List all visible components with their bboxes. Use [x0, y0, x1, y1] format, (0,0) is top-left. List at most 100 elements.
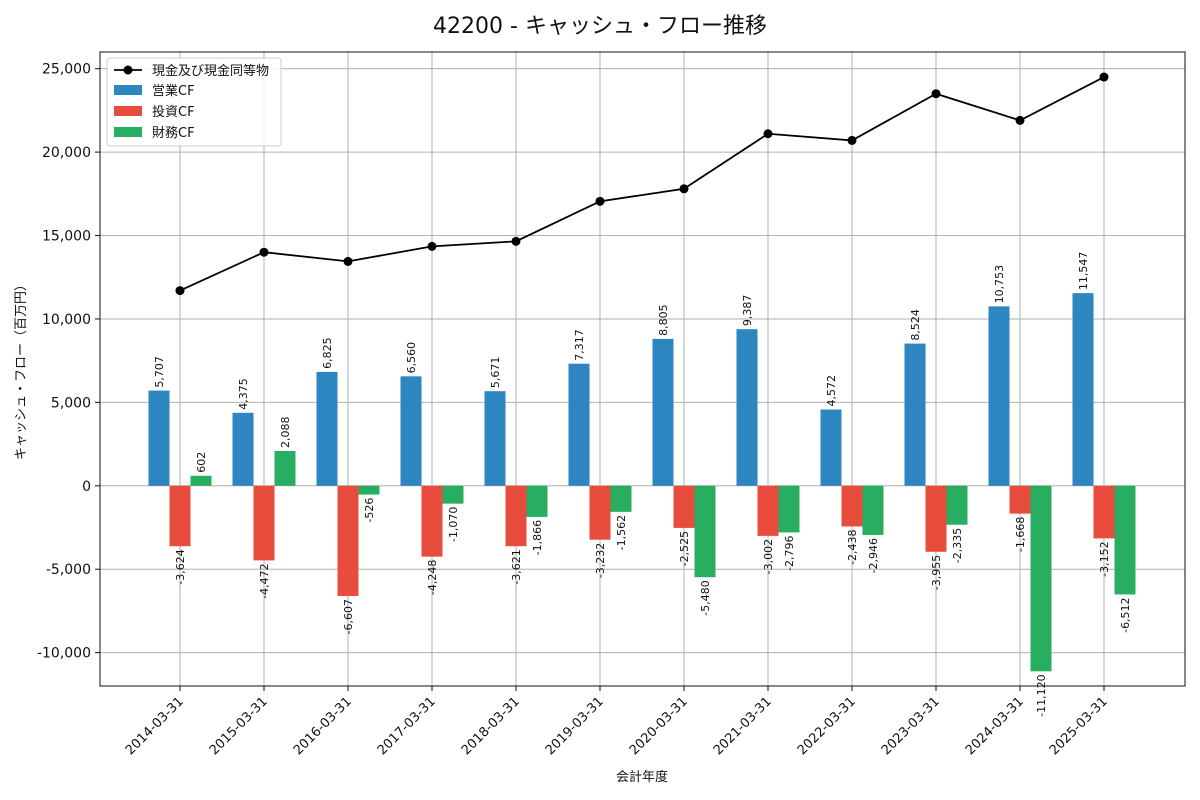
bar-value-label: -2,525: [678, 531, 691, 566]
investing-cf-bar: [757, 485, 779, 536]
financing-cf-bar: [358, 485, 380, 495]
y-tick-label: 20,000: [42, 145, 91, 161]
financing-cf-bar: [694, 485, 716, 578]
bar-value-label: 5,671: [489, 357, 502, 389]
operating-cf-bar: [148, 390, 170, 486]
legend-swatch-investing: [114, 106, 142, 116]
bar-value-label: 9,387: [741, 295, 754, 327]
bars-layer: [148, 293, 1136, 672]
bar-value-label: -2,796: [783, 535, 796, 570]
operating-cf-bar: [904, 343, 926, 486]
y-tick-label: -10,000: [37, 646, 91, 662]
x-tick-label: 2020-03-31: [627, 694, 691, 758]
operating-cf-bar: [232, 412, 254, 486]
financing-cf-bar: [778, 485, 800, 533]
bar-value-label: 602: [195, 452, 208, 473]
bar-value-label: -2,946: [867, 538, 880, 573]
bar-value-label: -5,480: [699, 580, 712, 615]
x-tick-label: 2016-03-31: [291, 694, 355, 758]
financing-cf-bar: [1030, 485, 1052, 672]
cash-equivalents-line: [179, 76, 1105, 292]
investing-cf-bar: [841, 485, 863, 527]
operating-cf-bar: [1072, 293, 1094, 486]
cash-equivalents-point: [259, 247, 269, 257]
bar-value-label: 11,547: [1077, 252, 1090, 291]
bar-value-label: -3,152: [1098, 541, 1111, 576]
legend-label-cash: 現金及び現金同等物: [152, 63, 269, 79]
bar-value-label: 2,088: [279, 416, 292, 448]
cash-equivalents-point: [1015, 115, 1025, 125]
chart-title: 42200 - キャッシュ・フロー推移: [433, 14, 767, 39]
bar-value-label: -6,512: [1119, 597, 1132, 632]
investing-cf-bar: [421, 485, 443, 557]
legend-label-investing: 投資CF: [152, 104, 195, 120]
x-tick-label: 2015-03-31: [207, 694, 271, 758]
cash-equivalents-point: [763, 129, 773, 139]
cash-equivalents-point: [343, 256, 353, 266]
legend-line-dot: [123, 65, 133, 75]
investing-cf-bar: [673, 485, 695, 528]
bar-value-label: -3,624: [174, 549, 187, 584]
cash-equivalents-point: [1099, 72, 1109, 82]
financing-cf-bar: [274, 450, 296, 486]
y-tick-label: 5,000: [51, 395, 91, 411]
investing-cf-bar: [589, 485, 611, 540]
y-tick-label: 25,000: [42, 62, 91, 78]
bar-value-label: -2,335: [951, 528, 964, 563]
cash-equivalents-point: [595, 196, 605, 206]
investing-cf-bar: [925, 485, 947, 552]
financing-cf-bar: [610, 485, 632, 512]
financing-cf-bar: [862, 485, 884, 535]
investing-cf-bar: [253, 485, 275, 561]
investing-cf-bar: [505, 485, 527, 547]
x-tick-label: 2022-03-31: [795, 694, 859, 758]
bar-value-label: -2,438: [846, 529, 859, 564]
cash-equivalents-point: [511, 236, 521, 246]
bar-labels-layer: 5,707 4,375 6,825 6,560 5,671 7,317 8,805 9,387…: [153, 252, 1132, 717]
cash-equivalents-point: [847, 135, 857, 145]
financing-cf-bar: [442, 485, 464, 504]
bar-value-label: 10,753: [993, 265, 1006, 304]
legend-swatch-operating: [114, 85, 142, 95]
financing-cf-bar: [526, 485, 548, 517]
bar-value-label: -1,070: [447, 507, 460, 542]
bar-value-label: 7,317: [573, 329, 586, 361]
bar-value-label: -3,621: [510, 549, 523, 584]
x-tick-label: 2017-03-31: [375, 694, 439, 758]
operating-cf-bar: [652, 338, 674, 486]
bar-value-label: 6,560: [405, 342, 418, 374]
investing-cf-bar: [169, 485, 191, 547]
bar-value-label: -3,955: [930, 555, 943, 590]
y-tick-label: 10,000: [42, 312, 91, 328]
bar-value-label: -1,668: [1014, 517, 1027, 552]
bar-value-label: -3,002: [762, 539, 775, 574]
cash-equivalents-point: [427, 241, 437, 251]
bar-value-label: -1,562: [615, 515, 628, 550]
bar-value-label: 8,805: [657, 304, 670, 336]
financing-cf-bar: [946, 485, 968, 525]
legend-label-operating: 営業CF: [152, 83, 195, 99]
bar-value-label: 4,375: [237, 378, 250, 410]
y-tick-label: 15,000: [42, 229, 91, 245]
y-axis-label: キャッシュ・フロー（百万円）: [14, 278, 29, 460]
investing-cf-bar: [1009, 485, 1031, 514]
operating-cf-bar: [568, 363, 590, 486]
bar-value-label: -526: [363, 498, 376, 523]
operating-cf-bar: [484, 391, 506, 486]
financing-cf-bar: [1114, 485, 1136, 595]
bar-value-label: -3,232: [594, 543, 607, 578]
legend-label-financing: 財務CF: [152, 126, 195, 141]
bar-value-label: 4,572: [825, 375, 838, 407]
plot-frame: [99, 51, 1186, 687]
operating-cf-bar: [820, 409, 842, 486]
x-tick-label: 2014-03-31: [123, 694, 187, 758]
bar-value-label: -11,120: [1035, 674, 1048, 716]
bar-value-label: -4,472: [258, 563, 271, 598]
legend: 現金及び現金同等物 営業CF 投資CF 財務CF: [106, 57, 282, 147]
bar-value-label: 5,707: [153, 356, 166, 388]
x-tick-label: 2025-03-31: [1047, 694, 1111, 758]
x-tick-label: 2019-03-31: [543, 694, 607, 758]
operating-cf-bar: [736, 329, 758, 486]
